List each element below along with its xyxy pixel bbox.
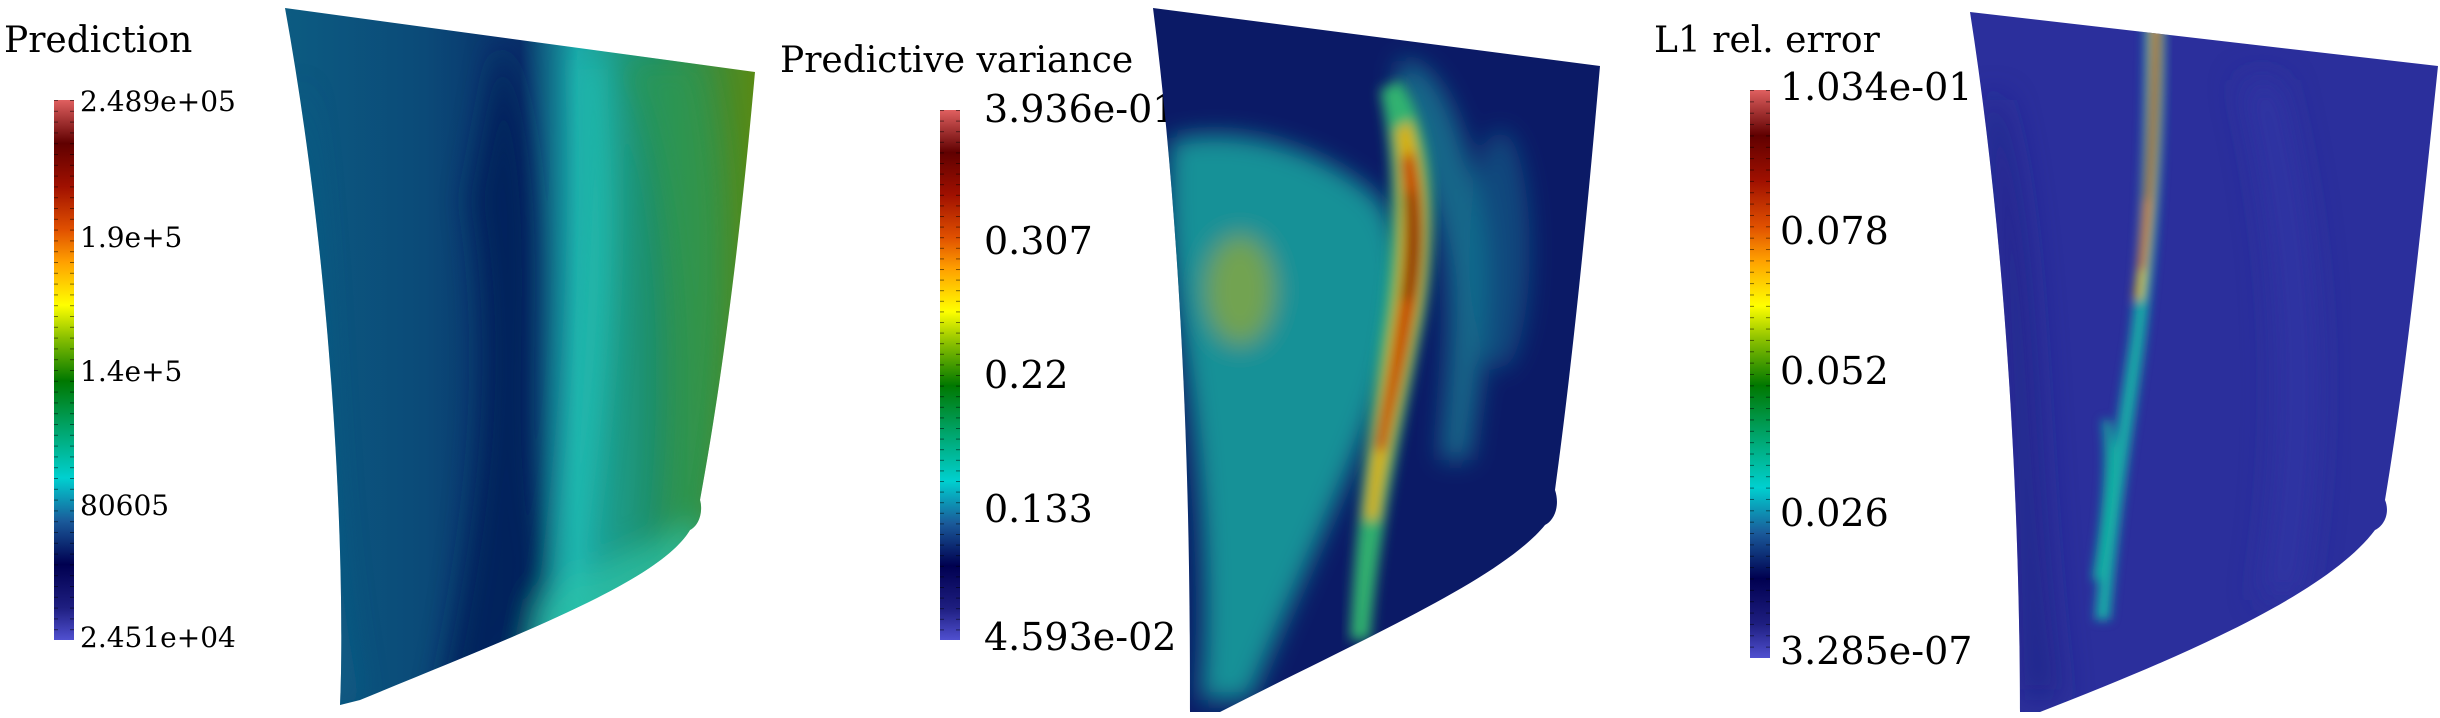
error-tick-min: 3.285e-07 [1780, 629, 1973, 673]
variance-tick-3: 0.22 [984, 353, 1069, 397]
variance-blade-render [1153, 8, 1600, 712]
prediction-tick-2: 1.9e+5 [80, 221, 183, 254]
prediction-tick-4: 80605 [80, 489, 170, 522]
prediction-tick-3: 1.4e+5 [80, 355, 183, 388]
error-panel: L1 rel. error 1.034e-01 [1640, 0, 2440, 718]
error-colorbar [1750, 90, 1770, 658]
prediction-tick-max: 2.489e+05 [80, 85, 236, 118]
variance-tick-min: 4.593e-02 [984, 615, 1177, 659]
variance-tick-max: 3.936e-01 [984, 87, 1177, 131]
error-tick-2: 0.078 [1780, 209, 1889, 253]
variance-tick-4: 0.133 [984, 487, 1093, 531]
error-blade-render [1970, 12, 2438, 712]
variance-title: Predictive variance [780, 40, 1134, 81]
prediction-panel: Prediction 2.489e+05 [0, 0, 780, 718]
prediction-title: Prediction [4, 20, 193, 61]
error-tick-3: 0.052 [1780, 349, 1889, 393]
error-title: L1 rel. error [1654, 20, 1880, 61]
error-tick-4: 0.026 [1780, 491, 1889, 535]
prediction-colorbar [54, 100, 74, 640]
prediction-blade-render [285, 8, 755, 705]
variance-panel: Predictive variance 3.9 [780, 0, 1640, 718]
prediction-tick-min: 2.451e+04 [80, 621, 236, 654]
error-tick-max: 1.034e-01 [1780, 65, 1973, 109]
variance-tick-2: 0.307 [984, 219, 1093, 263]
variance-colorbar [940, 110, 960, 640]
